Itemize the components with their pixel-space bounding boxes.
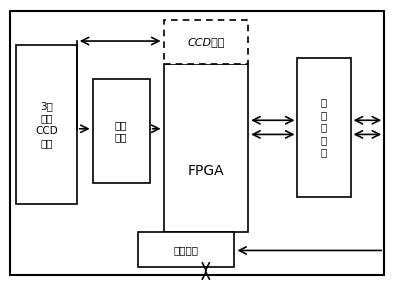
Bar bbox=[164, 20, 248, 64]
Bar bbox=[164, 64, 248, 232]
Bar bbox=[93, 79, 150, 183]
Text: 同步控制: 同步控制 bbox=[174, 245, 199, 255]
Bar bbox=[297, 58, 351, 197]
Text: CCD驱动: CCD驱动 bbox=[187, 37, 225, 47]
Text: 模拟
前端: 模拟 前端 bbox=[115, 120, 127, 142]
Text: FPGA: FPGA bbox=[188, 164, 224, 177]
Bar bbox=[138, 232, 234, 267]
Text: 3路
线阵
CCD
模块: 3路 线阵 CCD 模块 bbox=[35, 101, 58, 148]
Text: 以
太
网
模
块: 以 太 网 模 块 bbox=[321, 98, 327, 157]
Bar bbox=[16, 45, 77, 204]
